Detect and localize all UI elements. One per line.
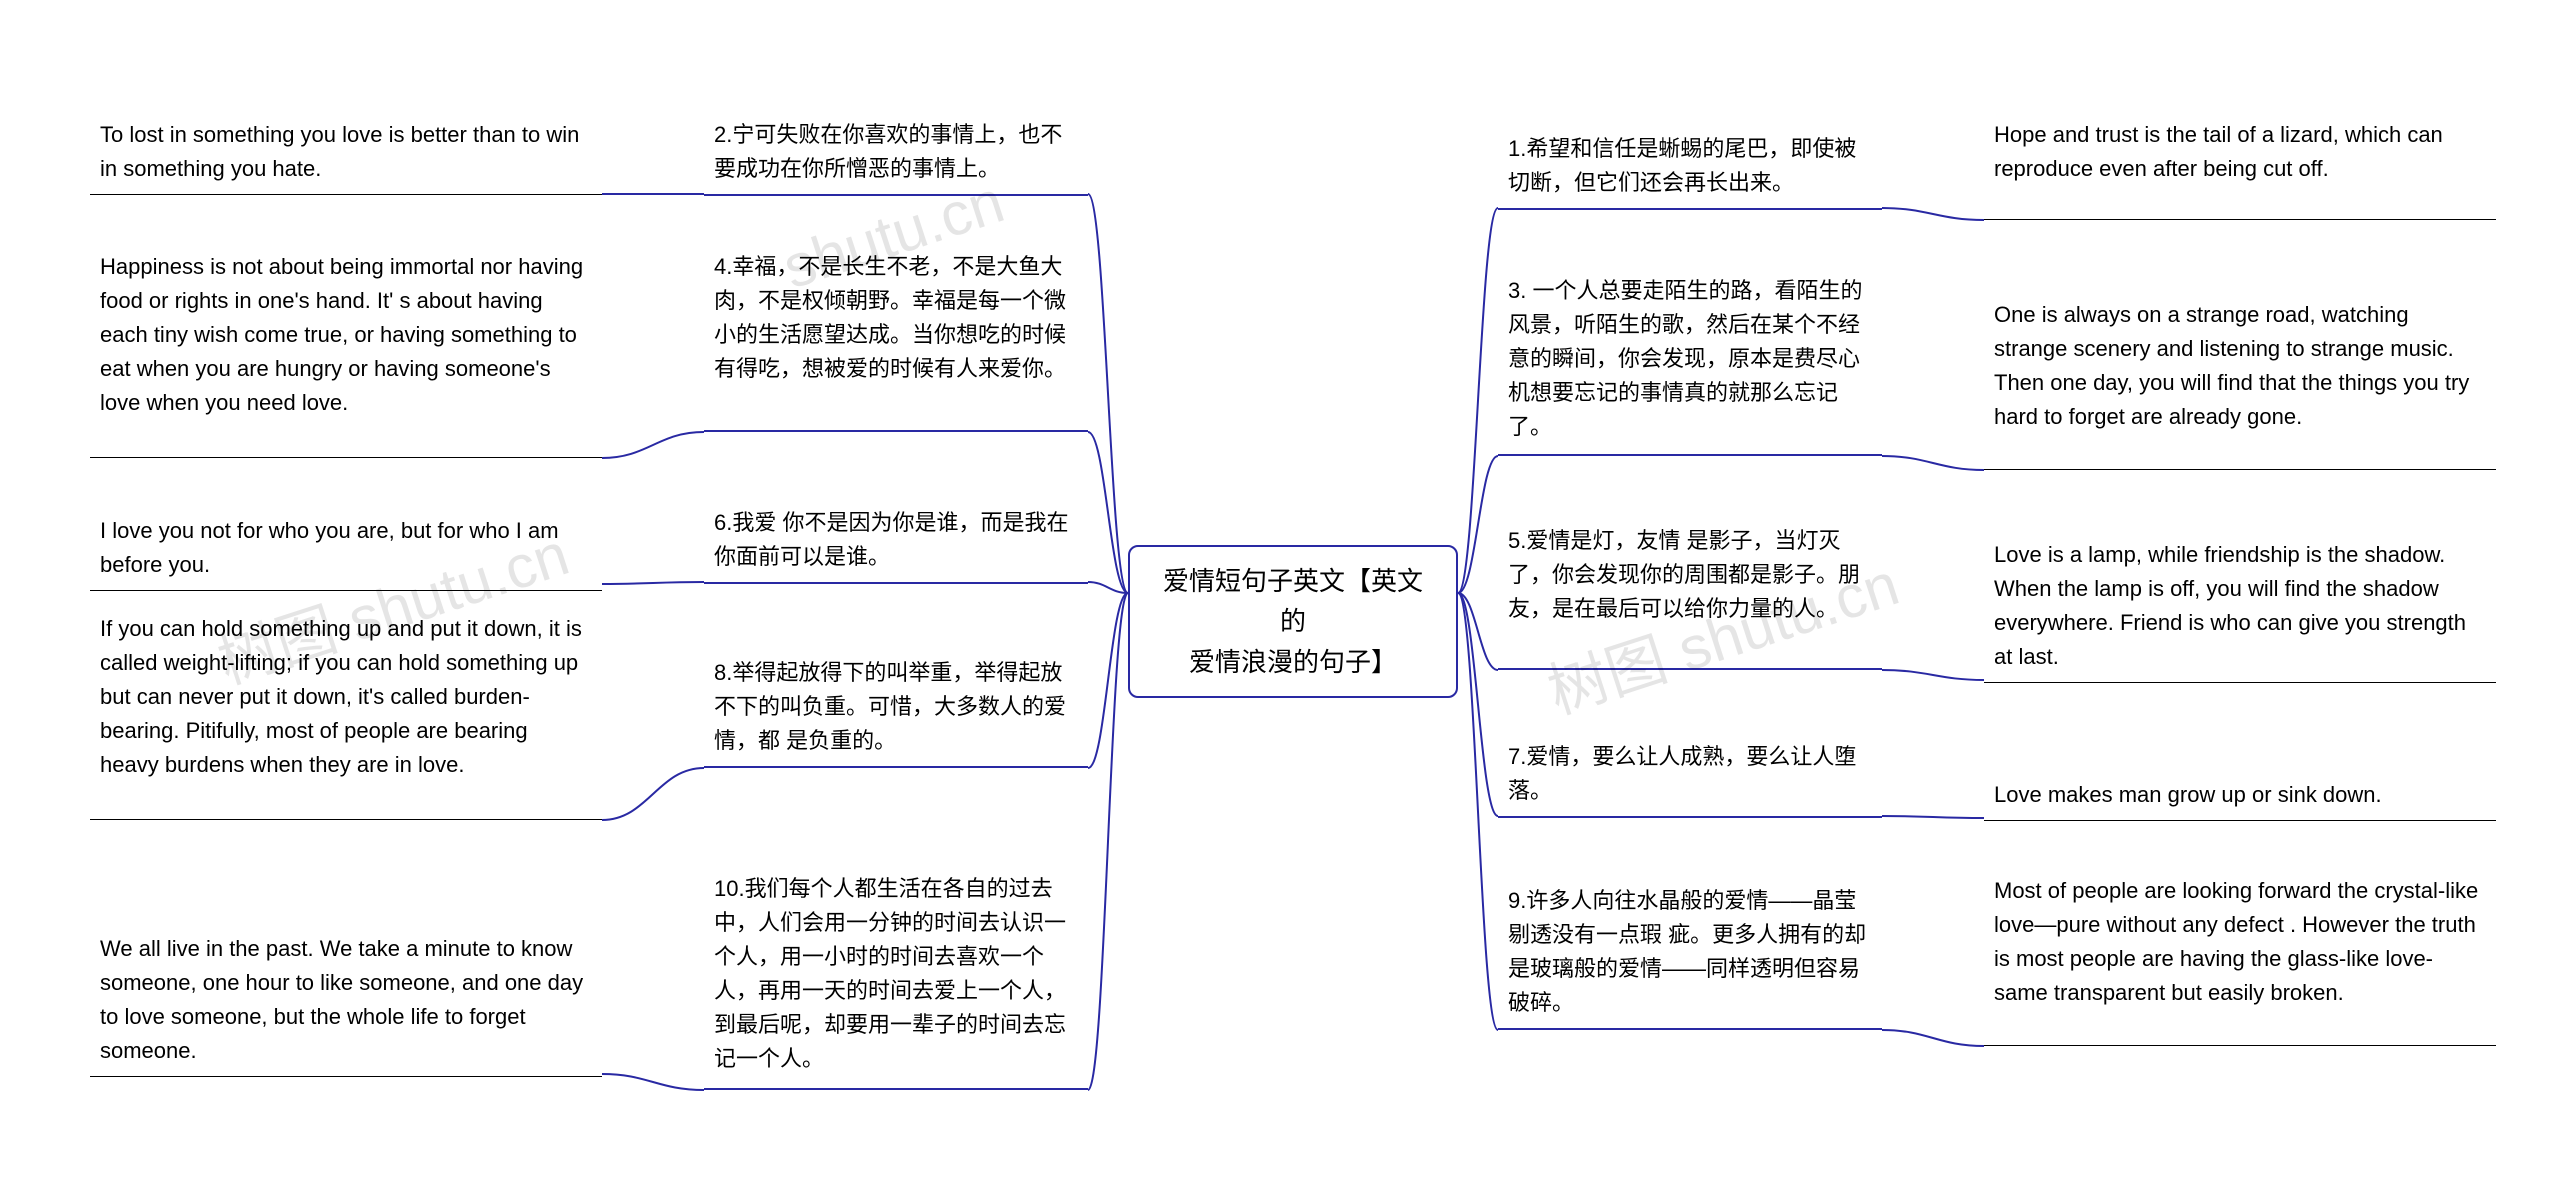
right-branch-cn-3: 7.爱情，要么让人成熟，要么让人堕落。 xyxy=(1498,732,1882,818)
left-branch-cn-2: 6.我爱 你不是因为你是谁，而是我在你面前可以是谁。 xyxy=(704,498,1088,584)
left-branch-en-3: If you can hold something up and put it … xyxy=(90,604,602,820)
right-branch-cn-4: 9.许多人向往水晶般的爱情——晶莹剔透没有一点瑕 疵。更多人拥有的却是玻璃般的爱… xyxy=(1498,876,1882,1030)
right-branch-en-0: Hope and trust is the tail of a lizard, … xyxy=(1984,110,2496,220)
left-branch-en-4: We all live in the past. We take a minut… xyxy=(90,924,602,1077)
left-branch-cn-1: 4.幸福，不是长生不老，不是大鱼大肉，不是权倾朝野。幸福是每一个微小的生活愿望达… xyxy=(704,242,1088,432)
right-branch-en-3: Love makes man grow up or sink down. xyxy=(1984,770,2496,821)
left-branch-cn-4: 10.我们每个人都生活在各自的过去中，人们会用一分钟的时间去认识一个人，用一小时… xyxy=(704,864,1088,1090)
right-branch-en-4: Most of people are looking forward the c… xyxy=(1984,866,2496,1046)
left-branch-en-0: To lost in something you love is better … xyxy=(90,110,602,195)
right-branch-cn-2: 5.爱情是灯，友情 是影子，当灯灭了，你会发现你的周围都是影子。朋友，是在最后可… xyxy=(1498,516,1882,670)
right-branch-cn-1: 3. 一个人总要走陌生的路，看陌生的风景，听陌生的歌，然后在某个不经意的瞬间，你… xyxy=(1498,266,1882,456)
left-branch-cn-3: 8.举得起放得下的叫举重，举得起放不下的叫负重。可惜，大多数人的爱情，都 是负重… xyxy=(704,648,1088,768)
mindmap-canvas: 爱情短句子英文【英文的爱情浪漫的句子】 2.宁可失败在你喜欢的事情上，也不要成功… xyxy=(0,0,2560,1187)
right-branch-cn-0: 1.希望和信任是蜥蜴的尾巴，即使被切断，但它们还会再长出来。 xyxy=(1498,124,1882,210)
center-title-line: 爱情浪漫的句子】 xyxy=(1189,647,1397,677)
right-branch-en-1: One is always on a strange road, watchin… xyxy=(1984,290,2496,470)
right-branch-en-2: Love is a lamp, while friendship is the … xyxy=(1984,530,2496,683)
left-branch-cn-0: 2.宁可失败在你喜欢的事情上，也不要成功在你所憎恶的事情上。 xyxy=(704,110,1088,196)
center-title-line: 爱情短句子英文【英文的 xyxy=(1163,566,1423,636)
center-node: 爱情短句子英文【英文的爱情浪漫的句子】 xyxy=(1128,545,1458,698)
left-branch-en-2: I love you not for who you are, but for … xyxy=(90,506,602,591)
left-branch-en-1: Happiness is not about being immortal no… xyxy=(90,242,602,458)
